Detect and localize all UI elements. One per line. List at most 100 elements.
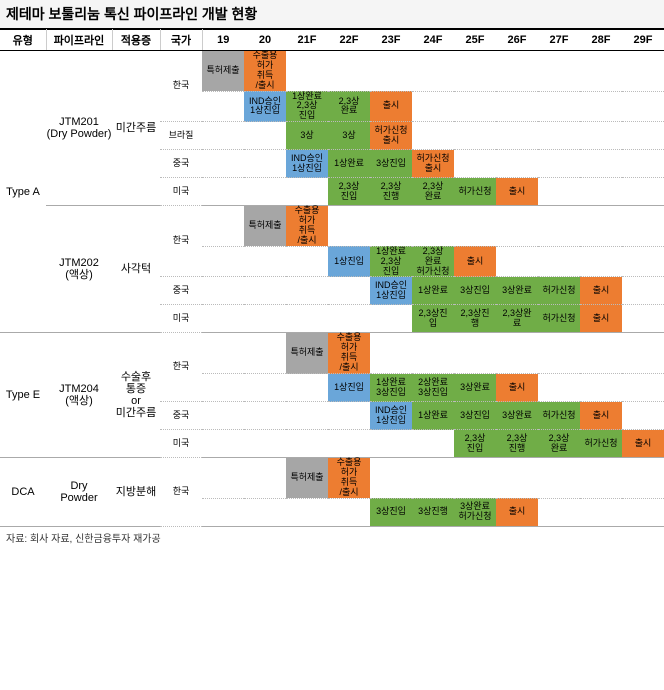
cell-year	[412, 458, 454, 499]
cell-year	[412, 333, 454, 374]
cell-year: 출시	[496, 374, 538, 402]
cell-year	[622, 277, 664, 305]
cell-year	[244, 458, 286, 499]
cell-year: 3상	[328, 122, 370, 150]
cell-year	[202, 122, 244, 150]
header-row: 유형파이프라인적용증국가192021F22F23F24F25F26F27F28F…	[0, 30, 664, 51]
cell-year	[286, 277, 328, 305]
cell-year: 1상완료2,3상진입	[370, 246, 412, 277]
cell-year	[496, 458, 538, 499]
cell-year: 2,3상완료	[412, 178, 454, 206]
cell-year	[412, 430, 454, 458]
cell-year	[244, 498, 286, 526]
cell-year	[370, 51, 412, 92]
cell-indication: 지방분해	[112, 458, 160, 527]
cell-year: IND승인1상진입	[286, 150, 328, 178]
cell-year	[202, 277, 244, 305]
cell-year	[370, 430, 412, 458]
col-year: 20	[244, 30, 286, 51]
col-year: 22F	[328, 30, 370, 51]
cell-year	[244, 402, 286, 430]
cell-year: 수출용허가취득/출시	[328, 458, 370, 499]
cell-year	[328, 206, 370, 247]
cell-year: 3상진입	[454, 402, 496, 430]
col-year: 19	[202, 30, 244, 51]
cell-year	[370, 206, 412, 247]
cell-year	[286, 305, 328, 333]
cell-country: 한국	[160, 333, 202, 402]
cell-year	[622, 206, 664, 247]
cell-year: 2상완료3상진입	[412, 374, 454, 402]
cell-year	[580, 333, 622, 374]
cell-year: 3상완료	[496, 402, 538, 430]
cell-year: 3상진행	[412, 498, 454, 526]
cell-year	[412, 51, 454, 92]
cell-year	[412, 122, 454, 150]
cell-year	[328, 277, 370, 305]
cell-year	[454, 333, 496, 374]
cell-year	[580, 51, 622, 92]
cell-year	[244, 333, 286, 374]
cell-year	[496, 150, 538, 178]
cell-year: 수출용허가취득/출시	[328, 333, 370, 374]
cell-year: 1상완료3상진입	[370, 374, 412, 402]
cell-year: 특허제출	[286, 333, 328, 374]
cell-year	[538, 91, 580, 122]
table-row: Type AJTM201(Dry Powder)미간주름한국특허제출수출용허가취…	[0, 51, 664, 92]
cell-country: 미국	[160, 305, 202, 333]
cell-year: 2,3상진입	[454, 430, 496, 458]
cell-year	[202, 246, 244, 277]
cell-year	[244, 178, 286, 206]
cell-year	[580, 122, 622, 150]
cell-year	[370, 333, 412, 374]
cell-type: Type A	[0, 51, 46, 333]
cell-year	[496, 333, 538, 374]
cell-year	[412, 206, 454, 247]
col-year: 25F	[454, 30, 496, 51]
cell-indication: 미간주름	[112, 51, 160, 206]
cell-year	[580, 246, 622, 277]
chart-title: 제테마 보툴리눔 톡신 파이프라인 개발 현황	[0, 0, 664, 29]
cell-year: 2,3상완료허가신청	[412, 246, 454, 277]
cell-year	[202, 305, 244, 333]
cell-year	[622, 305, 664, 333]
cell-year	[202, 178, 244, 206]
cell-year	[538, 51, 580, 92]
cell-year: 2,3상완료	[496, 305, 538, 333]
cell-year: 3상	[286, 122, 328, 150]
cell-year	[202, 498, 244, 526]
cell-country: 중국	[160, 402, 202, 430]
col-year: 24F	[412, 30, 454, 51]
cell-year: 출시	[580, 277, 622, 305]
cell-year: 허가신청	[580, 430, 622, 458]
cell-year: 1상완료	[328, 150, 370, 178]
cell-year	[622, 374, 664, 402]
cell-year	[622, 458, 664, 499]
cell-year	[622, 402, 664, 430]
cell-year: 허가신청출시	[370, 122, 412, 150]
cell-year: 출시	[622, 430, 664, 458]
cell-year: 1상완료	[412, 277, 454, 305]
cell-year	[496, 246, 538, 277]
cell-year	[622, 150, 664, 178]
cell-country: 중국	[160, 277, 202, 305]
cell-year	[202, 206, 244, 247]
cell-year	[622, 122, 664, 150]
col-type: 유형	[0, 30, 46, 51]
cell-country: 한국	[160, 51, 202, 122]
cell-year	[454, 458, 496, 499]
cell-year	[370, 458, 412, 499]
cell-year	[538, 374, 580, 402]
cell-year	[580, 498, 622, 526]
cell-year	[328, 498, 370, 526]
cell-pipeline: JTM201(Dry Powder)	[46, 51, 112, 206]
col-indication: 적용증	[112, 30, 160, 51]
cell-year: 2,3상진입	[328, 178, 370, 206]
cell-year	[244, 246, 286, 277]
cell-year	[496, 122, 538, 150]
cell-year: 3상진입	[370, 150, 412, 178]
cell-indication: 사각턱	[112, 206, 160, 333]
cell-year: 1상진입	[328, 374, 370, 402]
cell-year	[538, 333, 580, 374]
cell-year	[286, 374, 328, 402]
